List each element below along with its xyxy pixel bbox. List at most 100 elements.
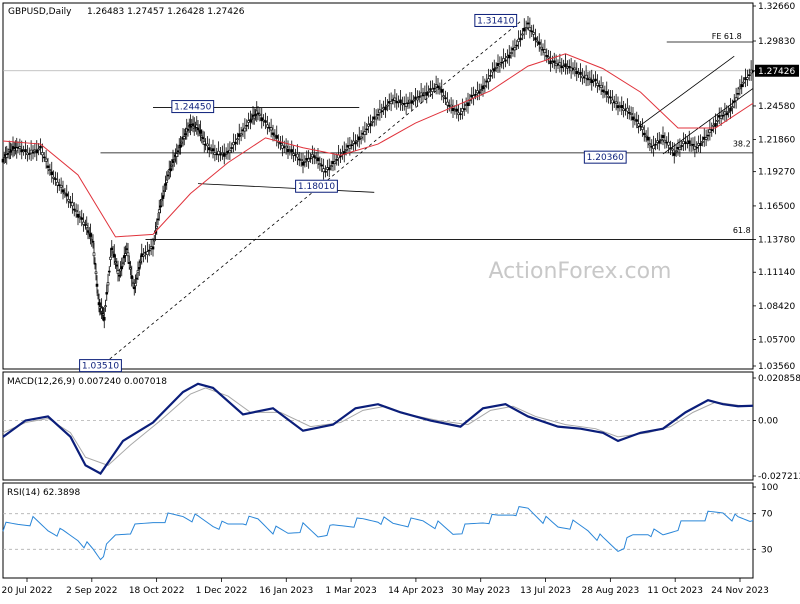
candle-body bbox=[719, 115, 723, 119]
price-y-tick-label: 1.19270 bbox=[758, 168, 795, 178]
price-y-tick-label: 1.29830 bbox=[758, 37, 795, 47]
candle-body bbox=[344, 148, 348, 151]
candle-body bbox=[474, 93, 477, 96]
candle-body bbox=[41, 152, 44, 156]
candle-body bbox=[127, 262, 131, 264]
candle-body bbox=[637, 123, 640, 127]
candle-body bbox=[191, 123, 195, 126]
candle-body bbox=[54, 178, 57, 181]
candle-body bbox=[206, 143, 209, 147]
candle-body bbox=[742, 81, 745, 84]
price-y-tick-label: 1.24580 bbox=[758, 102, 795, 112]
candle-body bbox=[279, 142, 282, 145]
macd-panel-frame bbox=[2, 371, 754, 481]
x-axis-tick-label: 14 Apr 2023 bbox=[388, 586, 444, 596]
candle-body bbox=[539, 46, 543, 50]
candle-body bbox=[466, 102, 470, 107]
candle-body bbox=[254, 114, 257, 116]
candle-body bbox=[389, 101, 393, 105]
candle-body bbox=[92, 252, 96, 257]
x-axis-tick-label: 30 May 2023 bbox=[451, 586, 510, 596]
candle-body bbox=[170, 164, 174, 167]
candle-body bbox=[24, 149, 27, 153]
candle-body bbox=[359, 136, 363, 139]
candle-body bbox=[545, 55, 549, 57]
candle-body bbox=[147, 249, 151, 252]
candle-body bbox=[416, 97, 419, 101]
candle-body bbox=[528, 27, 532, 31]
candle-body bbox=[320, 164, 324, 167]
candle-body bbox=[110, 247, 114, 251]
rsi-line bbox=[2, 506, 754, 561]
candle-body bbox=[131, 281, 135, 284]
candle-body bbox=[573, 67, 577, 71]
candle-body bbox=[222, 153, 226, 157]
candle-body bbox=[114, 261, 117, 264]
candle-body bbox=[657, 140, 661, 144]
candle-body bbox=[492, 68, 496, 72]
candle-body bbox=[393, 97, 397, 101]
candle-body bbox=[596, 82, 599, 86]
candle-body bbox=[122, 255, 126, 259]
candle-body bbox=[594, 78, 597, 82]
candle-body bbox=[107, 270, 111, 273]
candle-body bbox=[37, 148, 40, 151]
candle-body bbox=[740, 84, 744, 88]
candle-body bbox=[350, 144, 354, 146]
candle-body bbox=[109, 256, 112, 260]
candle-body bbox=[65, 193, 69, 197]
x-axis-tick-label: 24 Nov 2023 bbox=[711, 586, 769, 596]
candle-body bbox=[374, 116, 378, 120]
candle-body bbox=[667, 141, 670, 146]
candle-body bbox=[431, 88, 434, 92]
candle-body bbox=[184, 133, 187, 135]
candle-body bbox=[631, 116, 635, 121]
candle-body bbox=[620, 105, 624, 109]
candle-body bbox=[329, 165, 333, 167]
candle-body bbox=[410, 100, 414, 104]
candle-body bbox=[695, 146, 699, 149]
candle-body bbox=[195, 124, 199, 128]
candle-body bbox=[419, 92, 423, 97]
candle-body bbox=[671, 148, 674, 151]
candle-body bbox=[217, 150, 220, 155]
candle-body bbox=[627, 111, 631, 114]
candle-body bbox=[747, 74, 751, 76]
candle-body bbox=[129, 267, 132, 270]
rsi-y-tick-label: 30 bbox=[761, 545, 773, 555]
candle-body bbox=[356, 140, 359, 142]
candle-body bbox=[736, 92, 740, 95]
candle-body bbox=[701, 141, 704, 143]
candle-body bbox=[584, 74, 588, 79]
x-axis-tick-label: 2 Sep 2022 bbox=[66, 586, 117, 596]
rsi-y-tick-label: 100 bbox=[761, 483, 778, 493]
level-annotation: 38.2 bbox=[733, 140, 751, 149]
candle-body bbox=[234, 141, 237, 145]
price-y-tick-label: 1.16500 bbox=[758, 202, 795, 212]
candle-body bbox=[221, 152, 224, 155]
candle-body bbox=[386, 104, 389, 107]
candle-body bbox=[134, 283, 137, 287]
candle-body bbox=[642, 132, 646, 136]
candle-body bbox=[324, 170, 327, 173]
candle-body bbox=[69, 201, 72, 204]
candle-body bbox=[635, 119, 639, 122]
candle-body bbox=[639, 125, 642, 128]
candle-body bbox=[575, 71, 579, 75]
candle-body bbox=[196, 127, 200, 131]
price-y-tick-label: 1.13780 bbox=[758, 236, 795, 246]
candle-body bbox=[674, 150, 678, 153]
candle-body bbox=[120, 266, 124, 270]
candle-body bbox=[31, 151, 35, 154]
candle-body bbox=[333, 161, 337, 164]
candle-body bbox=[86, 230, 90, 233]
price-y-tick-label: 1.03560 bbox=[758, 362, 795, 372]
candle-body bbox=[432, 87, 436, 90]
candle-body bbox=[106, 282, 110, 286]
candle-body bbox=[477, 91, 481, 94]
candle-body bbox=[406, 102, 410, 105]
candle-body bbox=[354, 141, 357, 145]
candle-body bbox=[417, 96, 421, 98]
price-y-tick-label: 1.08420 bbox=[758, 302, 795, 312]
